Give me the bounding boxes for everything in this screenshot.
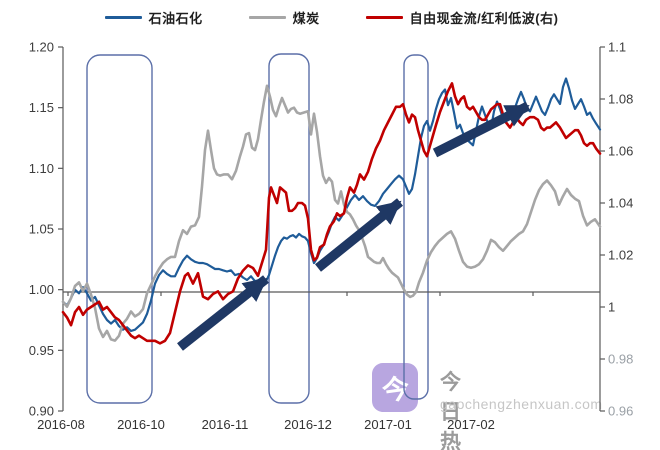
y-axis-tick-label: 0.90 [29,404,54,419]
trend-arrow [315,198,403,272]
highlight-box [403,54,429,400]
x-axis-tick-label: 2017-01 [364,417,412,432]
y-axis-tick-label: 0.98 [608,352,633,367]
series-line-0 [61,77,602,332]
chart-legend: 石油石化 煤炭 自由现金流/红利低波(右) [63,8,600,27]
x-axis-tick-label: 2017-02 [447,417,495,432]
trend-arrow [432,101,531,158]
x-axis-tick-label: 2016-11 [202,417,249,432]
series-line-1 [61,84,602,342]
y-axis-tick-label: 1 [608,300,615,315]
legend-item-coal: 煤炭 [248,8,320,27]
legend-item-oil-petrochemical: 石油石化 [104,8,203,27]
y-axis-tick-label: 1.04 [608,196,633,211]
watermark-logo: 今 [372,363,418,412]
legend-item-label: 煤炭 [292,11,320,26]
y-axis-tick-label: 1.05 [29,222,54,237]
y-axis-tick-label: 1.20 [29,40,54,55]
legend-item-fcf-dividend: 自由现金流/红利低波(右) [365,8,559,27]
x-axis-tick-label: 2016-12 [284,417,332,432]
legend-item-label: 石油石化 [148,11,203,26]
legend-line-swatch-icon [248,16,286,19]
y-axis-tick-label: 1.15 [29,100,54,115]
x-axis-tick-label: 2016-08 [37,417,85,432]
trend-arrow [177,275,269,351]
y-axis-tick-label: 0.96 [608,404,633,419]
y-axis-right: 1.1 1.08 1.06 1.04 1.02 1 0.98 0.96 [599,40,633,419]
y-axis-tick-label: 1.06 [608,144,633,159]
y-axis-tick-label: 1.00 [29,282,54,297]
y-axis-left: 1.20 1.15 1.10 1.05 1.00 0.95 0.90 [29,40,64,419]
y-axis-tick-label: 1.08 [608,92,633,107]
x-axis-tick-label: 2016-10 [117,417,165,432]
x-axis-labels: 2016-08 2016-10 2016-11 2016-12 2017-01 2017-… [37,417,495,432]
y-axis-tick-label: 1.10 [29,161,54,176]
y-axis-tick-label: 1.1 [608,40,626,55]
x-axis [63,291,600,296]
y-axis-tick-label: 1.02 [608,248,633,263]
legend-line-swatch-icon [104,16,142,19]
legend-item-label: 自由现金流/红利低波(右) [409,11,559,26]
highlight-box [86,54,153,404]
watermark-title: 今日热榜 [440,371,462,450]
legend-line-swatch-icon [365,16,403,19]
y-axis-tick-label: 0.95 [29,343,54,358]
watermark-url: gaochengzhenxuan.com [440,396,603,412]
highlight-box [268,53,310,404]
